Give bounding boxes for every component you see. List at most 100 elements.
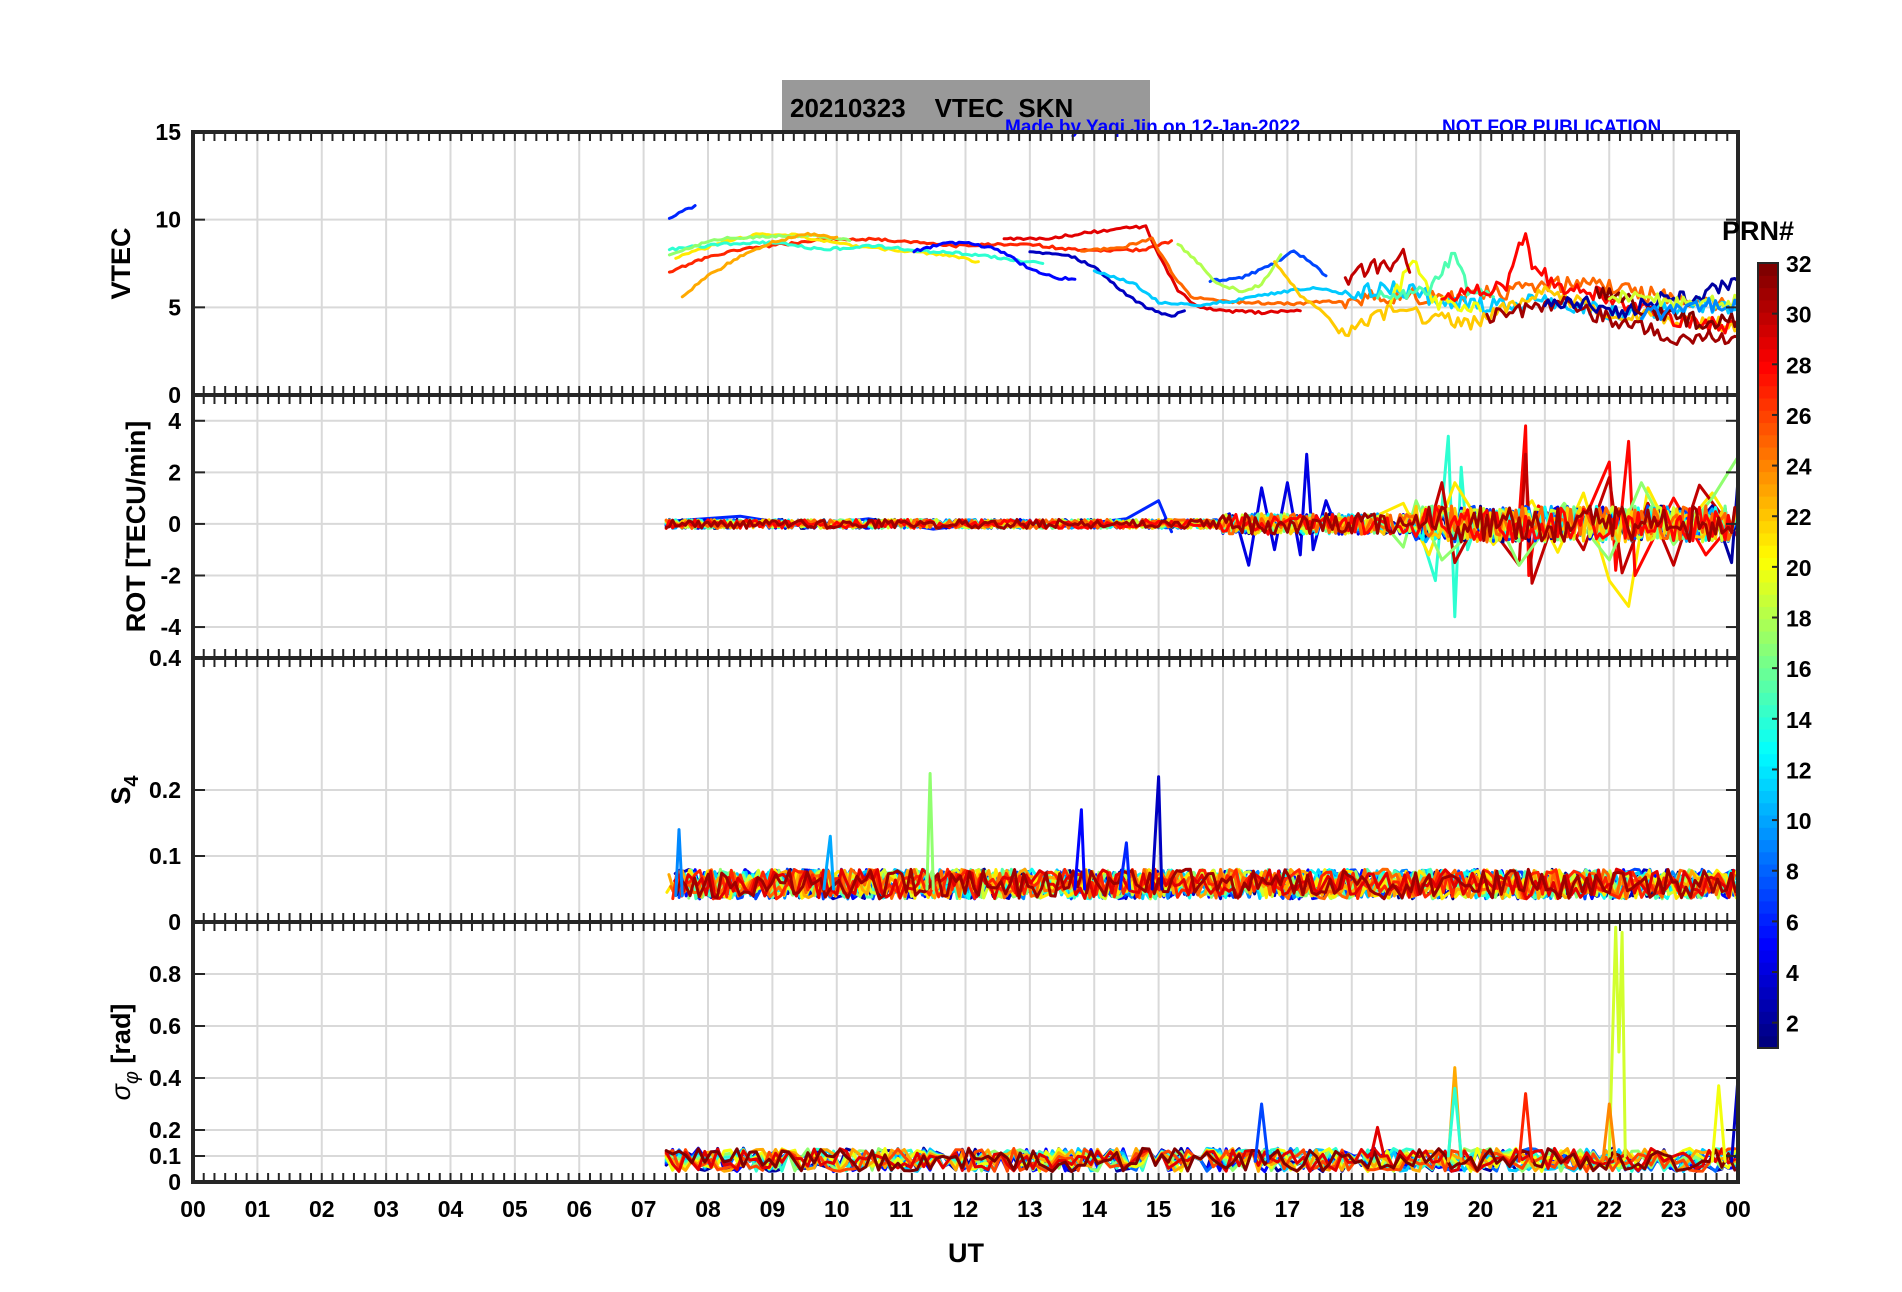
y-tick-label: 10	[155, 207, 181, 233]
colorbar-swatch	[1758, 986, 1778, 1000]
publication-notice: NOT FOR PUBLICATION	[1442, 117, 1661, 138]
rot-noise-band	[664, 504, 1737, 544]
series-prn-20	[1388, 259, 1482, 313]
colorbar-tick-label: 26	[1786, 403, 1812, 429]
colorbar-tick-label: 28	[1786, 352, 1812, 378]
series-prn-7	[1253, 1102, 1270, 1163]
x-tick-label: 08	[695, 1196, 721, 1222]
colorbar-swatch	[1758, 434, 1778, 448]
x-tick-label: 01	[245, 1196, 271, 1222]
colorbar-swatch	[1758, 459, 1778, 473]
series-prn-21	[674, 232, 980, 264]
colorbar-swatch	[1758, 348, 1778, 362]
colorbar-swatch	[1758, 410, 1778, 424]
y-tick-label: 0	[168, 511, 181, 537]
colorbar-swatch	[1758, 483, 1778, 497]
colorbar-tick-label: 2	[1786, 1011, 1799, 1037]
series-prn-27	[1517, 1092, 1534, 1163]
series-prn-17	[925, 772, 935, 891]
colorbar-tick-label: 6	[1786, 909, 1799, 935]
x-tick-label: 15	[1146, 1196, 1172, 1222]
series-prn-28-jitter	[664, 504, 1737, 544]
colorbar-tick-label: 16	[1786, 656, 1812, 682]
y-axis-label-phi: φ	[121, 1071, 143, 1084]
series-prn-9	[674, 828, 684, 898]
colorbar-swatch	[1758, 618, 1778, 632]
colorbar-swatch	[1758, 643, 1778, 657]
colorbar-swatch	[1758, 900, 1778, 914]
colorbar-swatch	[1758, 655, 1778, 669]
colorbar-swatch	[1758, 422, 1778, 436]
colorbar-swatch	[1758, 913, 1778, 926]
series-prn-3	[1150, 775, 1164, 891]
colorbar-swatch	[1758, 778, 1778, 792]
series-prn-6	[667, 204, 697, 220]
colorbar-tick-label: 20	[1786, 555, 1812, 581]
s4-noise-band	[665, 867, 1739, 901]
x-tick-label: 16	[1210, 1196, 1236, 1222]
colorbar-swatch	[1758, 864, 1778, 877]
x-tick-label: 19	[1403, 1196, 1429, 1222]
y-axis-label: VTEC	[106, 227, 136, 299]
colorbar-swatch	[1758, 385, 1778, 399]
series-prn-29	[1002, 224, 1302, 316]
y-tick-label: 5	[168, 294, 181, 320]
y-axis-label-sigma: σ	[106, 1082, 136, 1100]
colorbar-swatch	[1758, 949, 1778, 963]
x-minor-ticks	[202, 395, 1729, 658]
colorbar-title: PRN#	[1722, 216, 1794, 246]
series-prn-22	[1273, 260, 1740, 338]
colorbar-swatch	[1758, 312, 1778, 325]
x-tick-label: 18	[1339, 1196, 1365, 1222]
series-prn-19	[1607, 925, 1627, 1158]
plot-title: 20210323 VTEC SKN	[790, 93, 1073, 123]
colorbar-swatch	[1758, 287, 1778, 301]
y-tick-label: 4	[168, 408, 181, 434]
sigma-noise-band	[664, 1146, 1737, 1174]
colorbar-swatch	[1758, 373, 1778, 387]
x-tick-label: 14	[1081, 1196, 1107, 1222]
series-prn-18	[1176, 242, 1283, 294]
x-tick-label: 20	[1468, 1196, 1494, 1222]
y-axis-label: σφ [rad]	[106, 1004, 143, 1101]
colorbar-swatch	[1758, 814, 1778, 828]
y-tick-label: 0.4	[149, 1065, 181, 1091]
colorbar-swatch	[1758, 569, 1778, 583]
colorbar-tick-label: 10	[1786, 808, 1812, 834]
panel-s4: 0 0.1 0.2 0.4 S4	[106, 645, 1740, 935]
x-tick-label: 05	[502, 1196, 528, 1222]
y-tick-label: 15	[155, 119, 181, 145]
colorbar-swatch	[1758, 545, 1778, 558]
x-tick-label: 06	[566, 1196, 592, 1222]
colorbar-tick-label: 14	[1786, 707, 1812, 733]
traces-sigma	[1253, 925, 1740, 1163]
colorbar-swatch	[1758, 790, 1778, 804]
series-prn-29	[1369, 1125, 1386, 1158]
y-tick-label: 2	[168, 459, 181, 485]
series-prn-9	[1639, 297, 1740, 321]
colorbar-swatch	[1758, 1023, 1778, 1037]
y-tick-label: 0	[168, 382, 181, 408]
colorbar-swatch	[1758, 876, 1778, 890]
x-tick-label: 03	[373, 1196, 399, 1222]
panel-sigma: 00.10.20.40.60.8σφ [rad]	[106, 920, 1740, 1195]
x-tick-label: 22	[1596, 1196, 1622, 1222]
colorbar-swatch	[1758, 704, 1778, 718]
traces-vtec	[667, 204, 1740, 346]
x-tick-label: 10	[824, 1196, 850, 1222]
x-axis-label: UT	[948, 1238, 984, 1268]
colorbar-tick-label: 24	[1786, 454, 1812, 480]
series-prn-31-noise	[675, 867, 1738, 901]
colorbar-tick-label: 30	[1786, 302, 1812, 328]
y-axis-label: S4	[106, 775, 143, 805]
colorbar-swatch	[1758, 299, 1778, 313]
y-tick-label: 0.2	[149, 1117, 181, 1143]
series-prn-20	[1710, 1084, 1727, 1163]
y-tick-label: 0	[168, 909, 181, 935]
x-tick-label: 12	[953, 1196, 979, 1222]
colorbar-swatch	[1758, 275, 1778, 289]
colorbar-tick-label: 18	[1786, 606, 1812, 632]
